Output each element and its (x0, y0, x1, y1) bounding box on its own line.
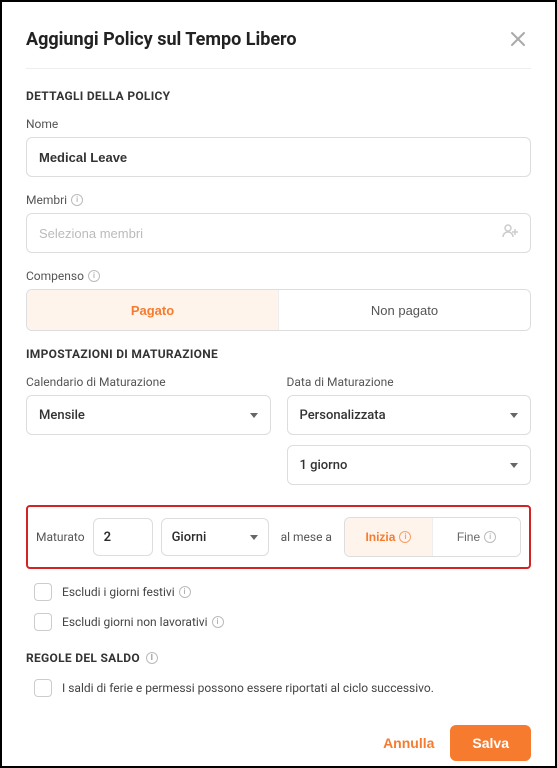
chevron-down-icon (250, 535, 258, 540)
carryover-label: I saldi di ferie e permessi possono esse… (62, 681, 434, 695)
accrual-day-select[interactable]: 1 giorno (287, 445, 532, 485)
modal-header: Aggiungi Policy sul Tempo Libero (26, 26, 531, 69)
schedule-select[interactable]: Mensile (26, 395, 271, 435)
info-icon[interactable]: i (484, 531, 496, 543)
members-field: Membri i (26, 193, 531, 253)
chevron-down-icon (250, 413, 258, 418)
period-toggle: Inizia i Fine i (344, 517, 521, 557)
accrual-date-label: Data di Maturazione (287, 375, 532, 389)
info-icon[interactable]: i (71, 194, 83, 206)
accrual-amount-row: Maturato 2 Giorni al mese a Inizia i Fin… (26, 505, 531, 569)
modal-footer: Annulla Salva (26, 709, 531, 761)
exclude-holidays-text: Escludi i giorni festivi (62, 585, 175, 599)
balance-heading: REGOLE DEL SALDO i (26, 651, 531, 665)
close-button[interactable] (505, 26, 531, 52)
accrual-date-select[interactable]: Personalizzata (287, 395, 532, 435)
per-month-text: al mese a (281, 530, 332, 544)
accrual-date-value: Personalizzata (300, 408, 386, 423)
name-label: Nome (26, 117, 531, 131)
chevron-down-icon (510, 413, 518, 418)
exclude-holidays-checkbox[interactable] (34, 583, 52, 601)
info-icon[interactable]: i (179, 586, 191, 598)
compensation-toggle: Pagato Non pagato (26, 289, 531, 331)
details-heading: DETTAGLI DELLA POLICY (26, 89, 531, 103)
compensation-field: Compenso i Pagato Non pagato (26, 269, 531, 331)
save-button[interactable]: Salva (450, 725, 531, 761)
paid-button[interactable]: Pagato (27, 290, 278, 330)
accrual-row: Calendario di Maturazione Mensile Data d… (26, 375, 531, 485)
exclude-nonworking-text: Escludi giorni non lavorativi (62, 615, 208, 629)
accrued-label: Maturato (36, 530, 85, 544)
end-label: Fine (457, 530, 480, 544)
unpaid-button[interactable]: Non pagato (278, 290, 530, 330)
exclude-holidays-label: Escludi i giorni festivi i (62, 585, 191, 599)
carryover-checkbox[interactable] (34, 679, 52, 697)
accrued-amount-input[interactable]: 2 (93, 518, 153, 556)
chevron-down-icon (510, 463, 518, 468)
accrual-date-field: Data di Maturazione Personalizzata 1 gio… (287, 375, 532, 485)
start-label: Inizia (365, 530, 395, 544)
exclude-nonworking-label: Escludi giorni non lavorativi i (62, 615, 224, 629)
close-icon (509, 30, 527, 48)
members-input-wrap (26, 213, 531, 253)
start-button[interactable]: Inizia i (345, 518, 432, 556)
add-policy-modal: Aggiungi Policy sul Tempo Libero DETTAGL… (0, 0, 557, 768)
schedule-label: Calendario di Maturazione (26, 375, 271, 389)
add-member-icon[interactable] (501, 222, 519, 244)
exclude-holidays-row: Escludi i giorni festivi i (26, 583, 531, 601)
members-label: Membri i (26, 193, 531, 207)
schedule-value: Mensile (39, 408, 85, 423)
accrual-heading: IMPOSTAZIONI DI MATURAZIONE (26, 347, 531, 361)
modal-title: Aggiungi Policy sul Tempo Libero (26, 29, 297, 50)
members-label-text: Membri (26, 193, 67, 207)
info-icon[interactable]: i (399, 531, 411, 543)
accrued-amount-value: 2 (104, 530, 111, 545)
compensation-label-text: Compenso (26, 269, 84, 283)
info-icon[interactable]: i (212, 616, 224, 628)
accrued-unit-select[interactable]: Giorni (161, 518, 269, 556)
info-icon[interactable]: i (88, 270, 100, 282)
exclude-nonworking-checkbox[interactable] (34, 613, 52, 631)
accrued-unit-value: Giorni (172, 530, 207, 545)
end-button[interactable]: Fine i (432, 518, 520, 556)
accrual-day-value: 1 giorno (300, 458, 348, 473)
name-field: Nome (26, 117, 531, 177)
balance-heading-text: REGOLE DEL SALDO (26, 651, 140, 665)
members-input[interactable] (26, 213, 531, 253)
name-input[interactable] (26, 137, 531, 177)
exclude-nonworking-row: Escludi giorni non lavorativi i (26, 613, 531, 631)
info-icon[interactable]: i (146, 652, 158, 664)
carryover-row: I saldi di ferie e permessi possono esse… (26, 679, 531, 697)
compensation-label: Compenso i (26, 269, 531, 283)
schedule-field: Calendario di Maturazione Mensile (26, 375, 271, 485)
cancel-button[interactable]: Annulla (383, 735, 434, 751)
